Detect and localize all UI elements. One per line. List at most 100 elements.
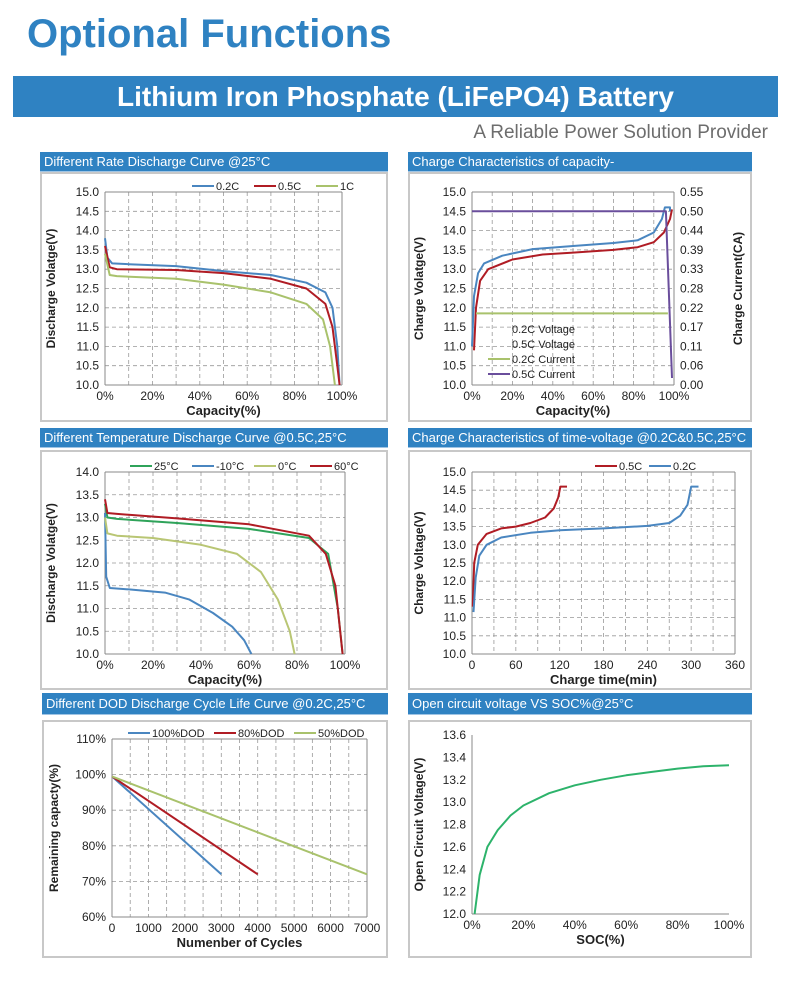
y-tick-label: 10.0 [76, 647, 100, 661]
x-tick-label: 0 [109, 921, 116, 935]
y-tick-label: 10.0 [443, 378, 467, 392]
y-right-tick-label: 0.17 [680, 320, 704, 334]
y-tick-label: 11.0 [77, 339, 100, 353]
x-tick-label: 60% [235, 389, 259, 403]
y-tick-label: 14.0 [76, 224, 100, 238]
x-tick-label: 6000 [317, 921, 344, 935]
x-tick-label: 7000 [354, 921, 381, 935]
legend-label: 0.2C Voltage [512, 324, 575, 336]
chart-svg: 0 1000 2000 3000 4000 5000 6000 7000 60% 70% 80% 90… [47, 728, 381, 950]
chart-svg: 0% 20% 40% 60% 80% 100% 10.0 10.5 11.0 11.5 12.0 12… [44, 461, 361, 687]
y-tick-label: 14.0 [76, 465, 100, 479]
series-line-0-5c-voltage [473, 209, 673, 351]
x-tick-label: 120 [550, 658, 570, 672]
series-line-0-5c [104, 245, 341, 386]
y-axis-label: Charge Volatge(V) [412, 237, 426, 340]
x-tick-label: 60% [237, 658, 261, 672]
chart-svg: 0% 20% 40% 60% 80% 100% 12.0 12.2 12.4 12.6 12.8 13… [412, 728, 745, 947]
x-tick-label: 0% [463, 918, 481, 932]
y-tick-label: 12.2 [443, 885, 467, 899]
y-tick-label: 110% [76, 732, 106, 746]
x-tick-label: 1000 [135, 921, 162, 935]
y-right-tick-label: 0.50 [680, 204, 704, 218]
x-tick-label: 20% [511, 918, 535, 932]
chart-1-title: Different Rate Discharge Curve @25°C [40, 152, 388, 171]
y-tick-label: 10.5 [76, 359, 100, 373]
y-right-tick-label: 0.55 [680, 185, 704, 199]
x-tick-label: 0% [463, 389, 481, 403]
y-tick-label: 13.5 [76, 488, 100, 502]
cycle-life-chart: 0 1000 2000 3000 4000 5000 6000 7000 60% 70% 80% 90… [42, 720, 388, 958]
y-tick-label: 12.5 [76, 533, 100, 547]
x-tick-label: 100% [330, 658, 361, 672]
y-tick-label: 13.6 [443, 728, 467, 742]
y-tick-label: 14.0 [443, 501, 467, 515]
y-tick-label: 90% [82, 803, 106, 817]
y-right-tick-label: 0.28 [680, 282, 704, 296]
y-right-tick-label: 0.22 [680, 301, 704, 315]
y-tick-label: 13.2 [443, 773, 467, 787]
y-tick-label: 14.5 [443, 204, 467, 218]
series-line-80-dod [111, 775, 259, 876]
chart-2-title: Charge Characteristics of capacity-volta… [408, 152, 752, 188]
y-tick-label: 11.5 [444, 320, 467, 334]
y-tick-label: 10.0 [76, 378, 100, 392]
x-tick-label: 40% [188, 389, 212, 403]
y-axis-label: Open Circuit Voltage(V) [412, 758, 426, 892]
y-tick-label: 12.4 [443, 862, 467, 876]
x-axis-label: Capacity(%) [186, 403, 260, 418]
x-tick-label: 60% [614, 918, 638, 932]
y-tick-label: 15.0 [443, 465, 467, 479]
chart-5-title: Different DOD Discharge Cycle Life Curve… [42, 693, 388, 714]
y-tick-label: 10.5 [76, 624, 100, 638]
y-tick-label: 80% [82, 839, 106, 853]
y-tick-label: 10.5 [443, 359, 467, 373]
x-tick-label: 60 [509, 658, 523, 672]
y-tick-label: 13.5 [443, 243, 467, 257]
x-tick-label: 360 [725, 658, 745, 672]
y-tick-label: 12.8 [443, 818, 467, 832]
x-tick-label: 3000 [208, 921, 235, 935]
series-line-ocv [473, 764, 730, 915]
page-title: Optional Functions [27, 12, 392, 56]
x-tick-label: 80% [283, 389, 307, 403]
y-axis-label: Remaining capacty(%) [47, 764, 61, 892]
x-tick-label: 40% [563, 918, 587, 932]
legend-label: 50%DOD [318, 728, 365, 740]
y-tick-label: 12.6 [443, 840, 467, 854]
x-tick-label: 100% [714, 918, 745, 932]
y-tick-label: 100% [75, 768, 106, 782]
series-line--10-c [104, 512, 253, 655]
y-tick-label: 13.5 [76, 243, 100, 257]
y-tick-label: 12.5 [76, 282, 100, 296]
series-line-60-c [104, 499, 344, 655]
legend-label: 25°C [154, 461, 179, 473]
x-tick-label: 0 [469, 658, 476, 672]
series-line-25-c [104, 503, 344, 655]
x-tick-label: 300 [681, 658, 701, 672]
series-line-0-c [104, 517, 296, 655]
y-tick-label: 13.0 [443, 538, 467, 552]
y-axis-label: Discharge Volatge(V) [44, 503, 58, 623]
x-tick-label: 2000 [172, 921, 199, 935]
x-tick-label: 240 [637, 658, 657, 672]
y-tick-label: 14.0 [443, 224, 467, 238]
chart-4-title: Charge Characteristics of time-voltage @… [408, 428, 752, 447]
legend-label: 0.2C [673, 461, 696, 473]
y-tick-label: 60% [82, 910, 106, 924]
y-tick-label: 15.0 [76, 185, 100, 199]
y-tick-label: 11.0 [77, 602, 100, 616]
chart-svg: 0% 20% 40% 60% 80% 100% 10.0 10.5 11.0 11.5 12.0 12… [44, 181, 358, 418]
tagline: A Reliable Power Solution Provider [473, 122, 768, 143]
y-tick-label: 13.0 [443, 795, 467, 809]
x-axis-label: Capacity(%) [536, 403, 610, 418]
y-tick-label: 11.5 [77, 320, 100, 334]
x-tick-label: 100% [327, 389, 358, 403]
legend-label: 0.2C Current [512, 354, 575, 366]
y-tick-label: 12.5 [443, 556, 467, 570]
y-tick-label: 70% [82, 874, 106, 888]
y-tick-label: 11.0 [444, 611, 467, 625]
series-line-0-2c [104, 238, 341, 386]
y-tick-label: 11.5 [77, 579, 100, 593]
